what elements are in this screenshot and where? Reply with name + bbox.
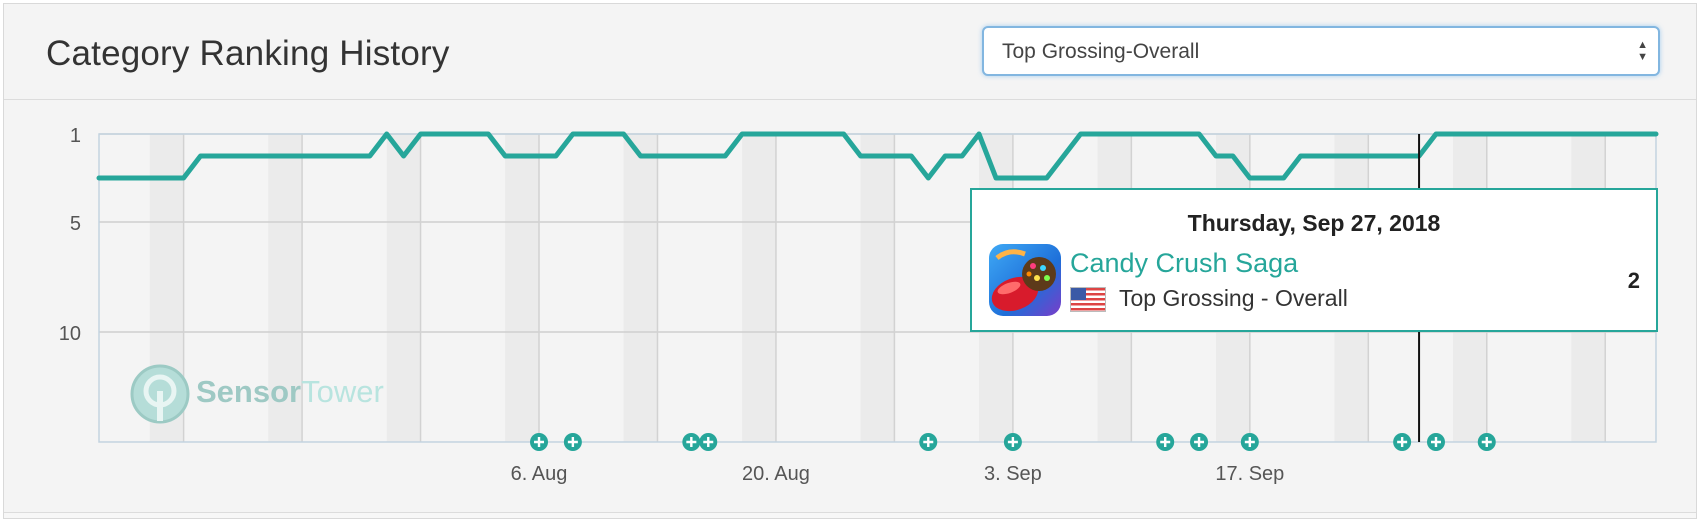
panel-header: Category Ranking History Top Grossing-Ov…	[4, 4, 1696, 100]
plus-icon	[1481, 437, 1492, 447]
plus-icon	[686, 437, 697, 447]
tooltip-category: Top Grossing - Overall	[1119, 285, 1348, 311]
x-tick-label: 3. Sep	[984, 463, 1042, 485]
category-select[interactable]: Top Grossing-Overall ▲ ▼	[982, 26, 1660, 76]
x-tick-label: 20. Aug	[742, 463, 810, 485]
plus-icon	[1397, 437, 1408, 447]
y-tick-label: 10	[59, 323, 81, 345]
plus-icon	[534, 437, 545, 447]
plus-icon	[1244, 437, 1255, 447]
weekend-band	[742, 134, 776, 442]
plus-icon	[1430, 437, 1441, 447]
us-flag-icon	[1070, 287, 1106, 312]
tooltip-app-name[interactable]: Candy Crush Saga	[1070, 248, 1299, 278]
watermark-text-2: Tower	[301, 374, 384, 409]
category-select-value: Top Grossing-Overall	[1002, 40, 1200, 63]
y-tick-label: 1	[70, 125, 81, 147]
plus-icon	[703, 437, 714, 447]
weekend-band	[268, 134, 303, 442]
y-tick-label: 5	[70, 213, 81, 235]
plus-icon	[1194, 437, 1205, 447]
panel-footer	[4, 512, 1696, 518]
plus-icon	[567, 437, 578, 447]
sensortower-logo-icon	[130, 364, 190, 424]
candy-crush-app-icon	[989, 244, 1061, 316]
weekend-band	[386, 134, 421, 442]
page-title: Category Ranking History	[46, 34, 450, 73]
ranking-series-line	[96, 131, 1659, 181]
tooltip-rank: 2	[1627, 268, 1640, 293]
plus-icon	[1160, 437, 1171, 447]
weekend-band	[623, 134, 658, 442]
tooltip-date: Thursday, Sep 27, 2018	[1187, 210, 1441, 236]
weekend-band	[505, 134, 540, 442]
plus-icon	[1007, 437, 1018, 447]
x-tick-label: 6. Aug	[511, 463, 568, 485]
watermark-text-1: Sensor	[196, 374, 302, 409]
rank-tooltip: Thursday, Sep 27, 2018 Candy Crush Saga …	[970, 188, 1658, 332]
weekend-band	[860, 134, 895, 442]
select-arrows-icon: ▲ ▼	[1637, 39, 1648, 63]
plus-icon	[923, 437, 934, 447]
x-tick-label: 17. Sep	[1215, 463, 1284, 485]
